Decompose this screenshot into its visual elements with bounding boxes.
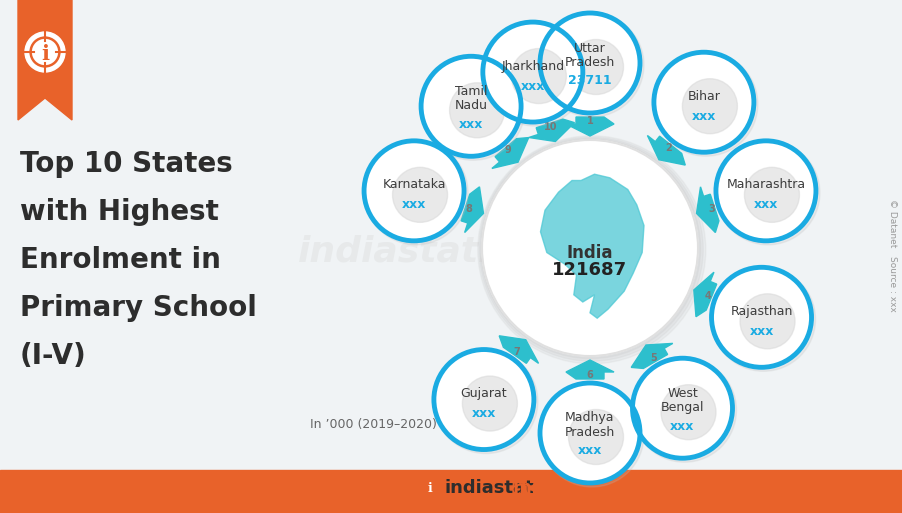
Text: Uttar
Pradesh: Uttar Pradesh — [565, 42, 615, 69]
Text: 10: 10 — [544, 122, 557, 132]
Circle shape — [683, 78, 738, 134]
Circle shape — [568, 409, 623, 464]
Circle shape — [654, 52, 754, 152]
Circle shape — [482, 140, 698, 356]
Circle shape — [661, 385, 716, 440]
Circle shape — [744, 167, 799, 222]
Polygon shape — [566, 360, 614, 379]
Circle shape — [712, 267, 812, 367]
Circle shape — [449, 83, 504, 138]
Text: xxx: xxx — [750, 325, 774, 338]
Circle shape — [434, 349, 538, 453]
Text: 4: 4 — [704, 291, 712, 301]
Circle shape — [716, 141, 820, 245]
Polygon shape — [18, 0, 72, 120]
Text: 23711: 23711 — [568, 74, 612, 88]
Polygon shape — [694, 272, 717, 317]
Circle shape — [540, 13, 644, 117]
Text: indiastat: indiastat — [444, 479, 534, 497]
Circle shape — [25, 32, 65, 72]
Text: Top 10 States: Top 10 States — [20, 150, 233, 178]
Text: 7: 7 — [513, 347, 520, 358]
Text: xxx: xxx — [472, 407, 496, 420]
Text: Maharashtra: Maharashtra — [726, 179, 805, 191]
Circle shape — [483, 22, 583, 122]
Polygon shape — [529, 119, 575, 142]
Polygon shape — [492, 137, 529, 168]
Circle shape — [419, 476, 441, 498]
Text: 1: 1 — [586, 115, 594, 126]
Text: xxx: xxx — [754, 199, 778, 211]
Text: 2: 2 — [665, 143, 672, 152]
Text: xxx: xxx — [520, 80, 545, 92]
Polygon shape — [540, 174, 644, 318]
Circle shape — [716, 141, 816, 241]
Polygon shape — [648, 135, 686, 165]
Text: 3: 3 — [708, 204, 714, 213]
Circle shape — [392, 167, 447, 222]
Polygon shape — [566, 117, 614, 136]
Circle shape — [632, 358, 732, 458]
Text: xxx: xxx — [459, 118, 483, 131]
Circle shape — [421, 56, 521, 156]
Circle shape — [654, 52, 758, 156]
Circle shape — [568, 40, 623, 94]
Text: Gujarat: Gujarat — [461, 387, 507, 400]
Circle shape — [511, 49, 566, 104]
Circle shape — [434, 349, 534, 449]
Text: Karnataka: Karnataka — [382, 179, 446, 191]
Circle shape — [478, 136, 705, 364]
Text: with Highest: with Highest — [20, 198, 219, 226]
Polygon shape — [631, 343, 673, 368]
Circle shape — [632, 358, 737, 462]
Circle shape — [740, 294, 795, 349]
Text: 5: 5 — [650, 353, 658, 363]
Text: © Datanet   Source : xxx: © Datanet Source : xxx — [888, 199, 897, 311]
Text: Rajasthan: Rajasthan — [731, 305, 793, 318]
Circle shape — [364, 141, 468, 245]
Text: Madhya
Pradesh: Madhya Pradesh — [565, 411, 615, 439]
Circle shape — [483, 22, 587, 126]
Text: West
Bengal: West Bengal — [661, 387, 704, 413]
Circle shape — [463, 376, 518, 431]
Polygon shape — [696, 187, 719, 232]
Text: Enrolment in: Enrolment in — [20, 246, 221, 274]
Text: xxx: xxx — [402, 199, 427, 211]
Circle shape — [540, 13, 640, 113]
Text: indiastatmedia.com: indiastatmedia.com — [299, 235, 702, 269]
Bar — [0, 470, 902, 513]
Text: xxx: xxx — [670, 420, 695, 432]
Text: i: i — [428, 482, 432, 495]
Polygon shape — [461, 187, 483, 232]
Circle shape — [421, 56, 525, 160]
Circle shape — [479, 137, 704, 361]
Polygon shape — [499, 336, 538, 363]
Text: 9: 9 — [505, 145, 511, 155]
Text: 6: 6 — [586, 370, 594, 381]
Text: India: India — [566, 244, 613, 262]
Circle shape — [540, 383, 640, 483]
Text: 121687: 121687 — [552, 261, 628, 279]
Text: media: media — [512, 479, 574, 497]
Circle shape — [540, 383, 644, 487]
Text: xxx: xxx — [578, 444, 603, 458]
Text: 8: 8 — [465, 204, 472, 213]
Text: Jharkhand: Jharkhand — [502, 60, 565, 72]
Circle shape — [364, 141, 464, 241]
Text: xxx: xxx — [692, 110, 716, 123]
Circle shape — [481, 139, 701, 359]
Text: In ’000 (2019–2020): In ’000 (2019–2020) — [310, 418, 437, 431]
Text: Tamil
Nadu: Tamil Nadu — [455, 85, 488, 112]
Text: Bihar: Bihar — [687, 90, 721, 103]
Circle shape — [712, 267, 815, 371]
Text: Primary School: Primary School — [20, 294, 257, 322]
Text: (I-V): (I-V) — [20, 342, 87, 370]
Text: i: i — [41, 44, 49, 64]
